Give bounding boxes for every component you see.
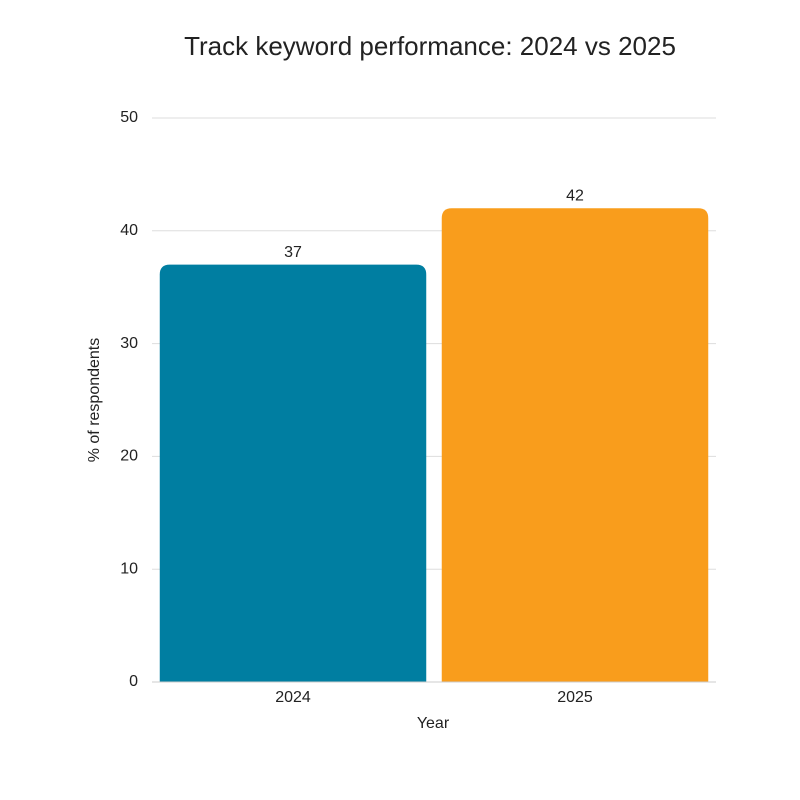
y-tick-label: 20 [120,448,138,465]
y-tick-label: 10 [120,560,138,577]
x-axis-label: Year [417,715,450,732]
y-tick-label: 0 [129,673,138,690]
y-tick-label: 30 [120,335,138,352]
bar [159,264,427,682]
x-tick-label: 2024 [275,689,311,706]
data-label: 42 [566,187,584,204]
x-tick-label: 2025 [557,689,593,706]
bar [441,208,709,683]
chart-title: Track keyword performance: 2024 vs 2025 [184,31,676,61]
y-tick-label: 50 [120,109,138,126]
y-tick-label: 40 [120,222,138,239]
data-label: 37 [284,244,302,261]
y-axis-label: % of respondents [86,338,103,463]
